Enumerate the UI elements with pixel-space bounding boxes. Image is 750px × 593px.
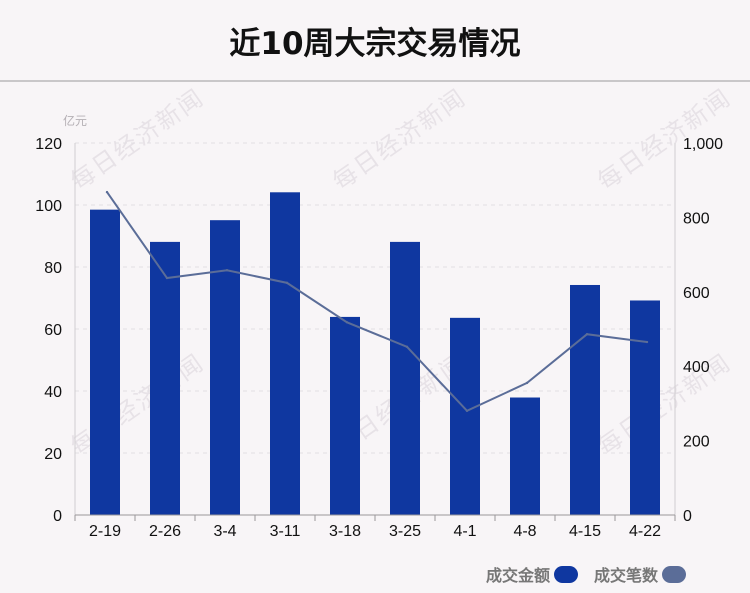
right-tick-label: 400 bbox=[683, 359, 710, 376]
x-tick-label: 3-4 bbox=[213, 523, 236, 540]
legend-label-amount: 成交金额 bbox=[486, 566, 551, 585]
x-tick-label: 3-11 bbox=[270, 523, 301, 540]
line-point bbox=[405, 345, 409, 349]
line-point bbox=[285, 281, 289, 285]
bar bbox=[150, 241, 180, 515]
x-tick-label: 4-22 bbox=[629, 523, 661, 540]
left-tick-label: 60 bbox=[44, 322, 62, 339]
line-path bbox=[106, 191, 648, 413]
legend-swatch-count bbox=[662, 565, 687, 583]
left-tick-label: 20 bbox=[44, 446, 62, 463]
right-tick-label: 0 bbox=[683, 508, 692, 525]
x-tick-label: 3-18 bbox=[329, 523, 361, 540]
bar bbox=[390, 241, 420, 515]
legend: 成交金额 成交笔数 bbox=[486, 562, 702, 586]
line-point bbox=[465, 409, 469, 413]
line-point bbox=[105, 190, 109, 194]
left-tick-label: 0 bbox=[53, 508, 62, 525]
line-point bbox=[345, 321, 349, 324]
bar bbox=[510, 397, 540, 515]
right-tick-label: 800 bbox=[683, 210, 710, 227]
x-tick-label: 3-25 bbox=[389, 523, 421, 540]
right-tick-label: 600 bbox=[683, 285, 710, 302]
legend-swatch-amount bbox=[554, 565, 579, 583]
line-point bbox=[225, 269, 229, 272]
line-point bbox=[585, 333, 589, 336]
left-tick-label: 80 bbox=[44, 260, 62, 277]
bar bbox=[570, 284, 600, 515]
chart-title: 近10周大宗交易情况 bbox=[229, 25, 521, 62]
left-tick-label: 120 bbox=[35, 136, 62, 153]
bar bbox=[90, 209, 120, 515]
line-point bbox=[165, 276, 169, 280]
right-tick-label: 200 bbox=[683, 434, 710, 451]
title-divider bbox=[0, 80, 750, 82]
bar bbox=[630, 300, 660, 515]
legend-label-count: 成交笔数 bbox=[594, 566, 659, 585]
left-tick-label: 100 bbox=[35, 198, 62, 215]
right-tick-label: 1,000 bbox=[683, 136, 723, 153]
x-tick-label: 4-1 bbox=[453, 523, 476, 540]
x-tick-label: 2-19 bbox=[89, 523, 121, 540]
x-tick-label: 2-26 bbox=[149, 523, 181, 540]
left-axis-unit: 亿元 bbox=[63, 113, 87, 128]
line-point bbox=[525, 381, 529, 385]
x-tick-label: 4-8 bbox=[513, 523, 536, 540]
bar bbox=[330, 316, 360, 515]
bar bbox=[270, 192, 300, 516]
line-point bbox=[645, 340, 649, 344]
bar bbox=[450, 317, 480, 515]
left-tick-label: 40 bbox=[44, 384, 62, 401]
bar-series bbox=[90, 192, 660, 516]
bar bbox=[210, 220, 240, 515]
line-series bbox=[105, 190, 649, 413]
legend-item-count: 成交笔数 bbox=[594, 562, 687, 586]
legend-item-amount: 成交金额 bbox=[486, 562, 579, 586]
x-tick-label: 4-15 bbox=[569, 523, 601, 540]
